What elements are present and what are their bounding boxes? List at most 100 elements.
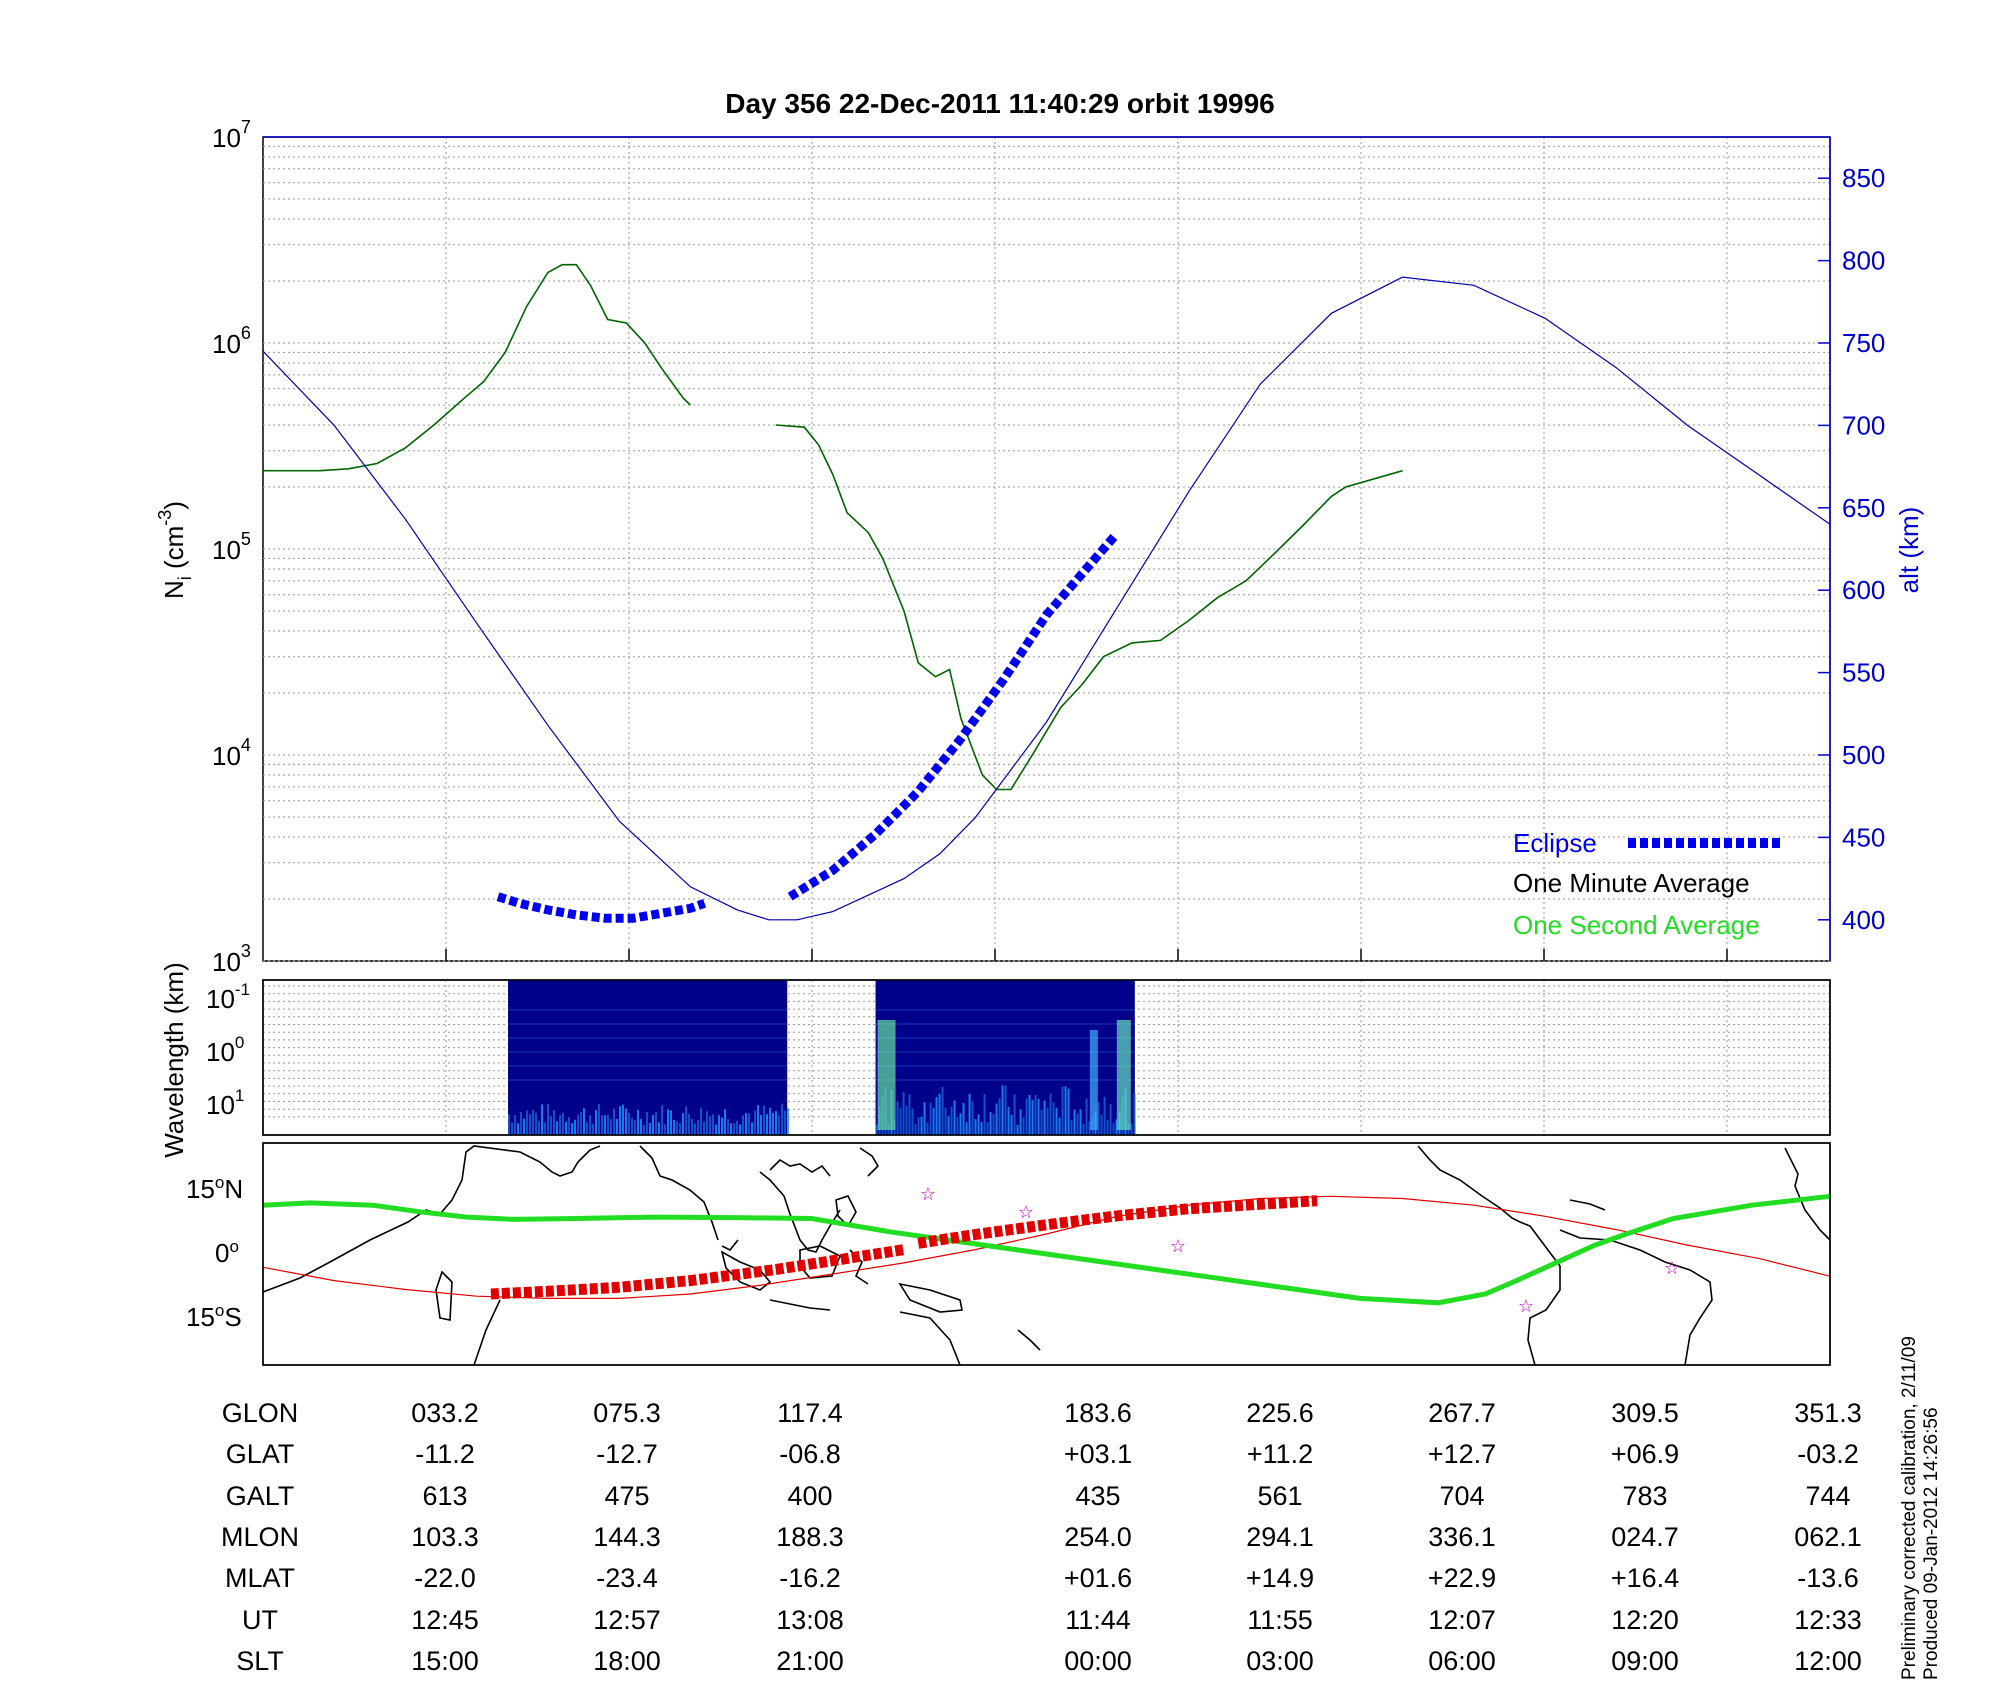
spectrogram-column <box>556 1121 559 1135</box>
density-y-axis-label: Ni (cm-3) <box>155 501 195 599</box>
table-cell: 12:07 <box>1428 1604 1496 1635</box>
spectrogram-column <box>586 1122 589 1135</box>
table-cell: 144.3 <box>593 1521 661 1552</box>
table-cell: 12:33 <box>1794 1604 1862 1635</box>
table-cell: 12:57 <box>593 1604 661 1635</box>
spectrogram-column <box>974 1119 977 1135</box>
spectrogram-column <box>637 1109 640 1135</box>
spectrogram-column <box>709 1116 712 1135</box>
table-cell: 254.0 <box>1064 1521 1132 1552</box>
spectrogram-column <box>688 1114 691 1135</box>
spectrogram-column <box>544 1122 547 1135</box>
spectrogram-column <box>1040 1109 1043 1135</box>
spectrogram-column <box>583 1108 586 1135</box>
spectrogram-column <box>664 1124 667 1135</box>
spectrogram-column <box>694 1123 697 1135</box>
spectrogram-column <box>1049 1093 1052 1135</box>
table-cell: 03:00 <box>1246 1645 1314 1676</box>
spectrogram-column <box>592 1123 595 1135</box>
spectrogram-column <box>1028 1095 1031 1135</box>
spectrogram-column <box>778 1115 781 1135</box>
spectrogram-column <box>1007 1106 1010 1135</box>
spectrogram-column <box>700 1107 703 1135</box>
spectrogram-column <box>706 1111 709 1135</box>
spectrogram-column <box>715 1124 718 1135</box>
spectrogram-column <box>1055 1107 1058 1135</box>
indochina-coast <box>769 1158 831 1177</box>
spectrogram-column <box>1100 1114 1103 1135</box>
legend-eclipse: Eclipse <box>1513 828 1597 858</box>
altitude-y-axis-label: alt (km) <box>1894 507 1924 594</box>
table-row-label: GALT <box>225 1480 295 1511</box>
table-row-label: GLON <box>221 1398 299 1428</box>
spectrogram-column <box>935 1097 938 1135</box>
table-cell: 033.2 <box>411 1398 479 1428</box>
central-america-coast <box>1417 1145 1531 1227</box>
spectrogram-column <box>718 1115 721 1135</box>
spectrogram-column <box>529 1114 532 1135</box>
calibration-note: Preliminary corrected calibration, 2/11/… <box>1899 1336 1920 1680</box>
spectrogram-bright-band <box>1116 1020 1131 1130</box>
star-icon: ☆ <box>1018 1202 1034 1223</box>
table-cell: 294.1 <box>1246 1521 1314 1552</box>
table-cell: -16.2 <box>779 1563 841 1594</box>
spectrogram-column <box>595 1110 598 1135</box>
spectrogram-column <box>541 1104 544 1135</box>
table-cell: -03.2 <box>1797 1439 1859 1470</box>
table-row-label: UT <box>242 1604 278 1635</box>
spectrogram-column <box>908 1094 911 1135</box>
lat-tick-label: 15oS <box>186 1301 242 1332</box>
spectrogram-column <box>953 1100 956 1135</box>
south-america-west-coast <box>1527 1225 1561 1366</box>
spectrogram-column <box>917 1117 920 1135</box>
spectrogram-column <box>1133 1093 1136 1135</box>
spectrogram-column <box>631 1117 634 1135</box>
spectrogram-column <box>1070 1119 1073 1135</box>
spectrogram-column <box>1076 1113 1079 1135</box>
table-cell: 12:45 <box>411 1604 479 1635</box>
table-cell: -23.4 <box>596 1563 658 1594</box>
legend-one-second: One Second Average <box>1513 910 1760 940</box>
table-cell: 188.3 <box>776 1521 844 1552</box>
spectrogram-column <box>547 1103 550 1135</box>
lat-tick-label: 15oN <box>186 1173 243 1204</box>
table-cell: -06.8 <box>779 1439 841 1470</box>
spectrogram-column <box>944 1107 947 1135</box>
spectrogram-column <box>607 1115 610 1135</box>
spectrogram-column <box>604 1115 607 1135</box>
spectrogram-column <box>784 1110 787 1135</box>
y2-tick-label: 400 <box>1842 905 1885 935</box>
density-grid <box>263 137 1830 962</box>
spectrogram-column <box>526 1110 529 1135</box>
map-panel: ☆ ☆ ☆ ☆ ☆ 15oN 0o 15oS <box>186 1142 1831 1366</box>
table-cell: 11:44 <box>1065 1604 1131 1635</box>
table-cell: 13:08 <box>776 1604 844 1635</box>
spectrogram-column <box>661 1105 664 1135</box>
star-icon: ☆ <box>1518 1296 1534 1317</box>
spectrogram-bright-band <box>877 1020 896 1130</box>
spectrogram-column <box>1085 1098 1088 1135</box>
sri-lanka <box>721 1239 739 1252</box>
spectrogram-column <box>1001 1085 1004 1135</box>
altitude-y-ticks: 400 450 500 550 600 650 700 750 800 850 <box>1818 163 1885 935</box>
spectrogram-block <box>508 980 788 1135</box>
spectrogram-column <box>926 1122 929 1135</box>
density-panel: 103 104 105 106 107 400 450 500 550 600 650 700 750… <box>155 117 1924 977</box>
spectrogram-column <box>956 1116 959 1135</box>
table-cell: 15:00 <box>411 1645 479 1676</box>
spectrogram-column <box>1043 1100 1046 1135</box>
spectrogram-column <box>733 1123 736 1135</box>
y2-tick-label: 500 <box>1842 740 1885 770</box>
spectrogram-column <box>676 1121 679 1135</box>
spectrogram-column <box>685 1106 688 1135</box>
spectrogram-column <box>766 1114 769 1135</box>
table-cell: 744 <box>1805 1480 1851 1511</box>
spectrogram-column <box>640 1119 643 1135</box>
spectrogram-column <box>742 1115 745 1135</box>
table-cell: 561 <box>1257 1480 1303 1511</box>
spectrogram-column <box>971 1101 974 1135</box>
spectrogram-column <box>568 1117 571 1135</box>
spectrogram-column <box>1031 1099 1034 1135</box>
spectrogram-data <box>508 980 1136 1135</box>
red-eclipse-line <box>917 1195 1318 1249</box>
